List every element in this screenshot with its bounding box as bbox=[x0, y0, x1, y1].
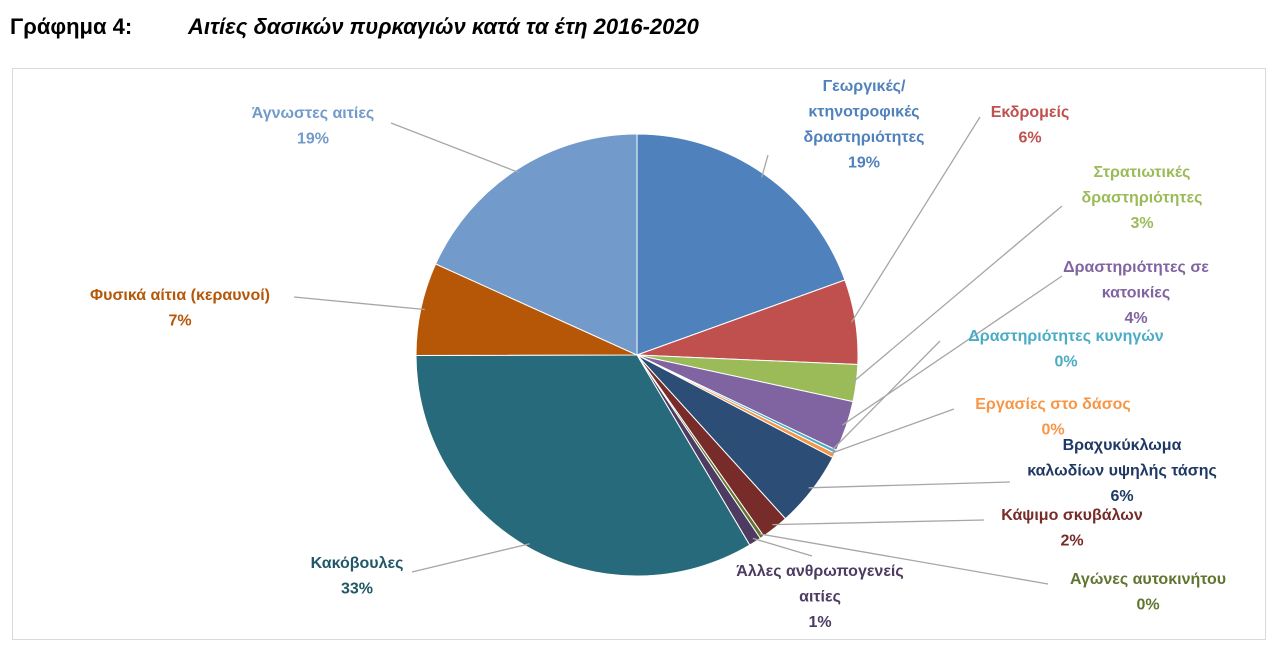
slice-label-11: Φυσικά αίτια (κεραυνοί) 7% bbox=[90, 287, 270, 330]
leader-lines bbox=[293, 116, 1063, 585]
pie-slice-0 bbox=[636, 133, 846, 356]
pie-slice-12 bbox=[434, 133, 638, 356]
slice-name-line-2-1: δραστηριότητες bbox=[1082, 190, 1203, 207]
slice-percent-8: 0% bbox=[1136, 597, 1159, 614]
slice-label-6: Βραχυκύκλωμα καλωδίων υψηλής τάσης 6% bbox=[1027, 437, 1217, 505]
slice-label-1: Εκδρομείς 6% bbox=[991, 104, 1070, 147]
slice-name-line-6-0: Βραχυκύκλωμα bbox=[1063, 437, 1182, 454]
slice-name-line-6-1: καλωδίων υψηλής τάσης bbox=[1027, 463, 1217, 480]
leader-line-4 bbox=[831, 340, 941, 451]
slice-percent-9: 1% bbox=[808, 614, 831, 631]
slice-percent-12: 19% bbox=[297, 131, 329, 148]
slice-label-3: Δραστηριότητες σε κατοικίες 4% bbox=[1063, 259, 1209, 327]
slice-name-line-0-0: Γεωργικές/ bbox=[823, 78, 906, 95]
slice-label-5: Εργασίες στο δάσος 0% bbox=[975, 396, 1131, 439]
slice-percent-0: 19% bbox=[848, 155, 880, 172]
slice-labels: Γεωργικές/κτηνοτροφικές δραστηριότητες 19%… bbox=[90, 78, 1226, 631]
slice-label-2: Στρατιωτικές δραστηριότητες 3% bbox=[1082, 164, 1203, 232]
slice-name-line-3-0: Δραστηριότητες σε bbox=[1063, 259, 1209, 276]
leader-line-7 bbox=[772, 519, 985, 526]
leader-line-11 bbox=[293, 296, 425, 311]
slice-percent-2: 3% bbox=[1130, 215, 1153, 232]
slice-name-line-8-0: Αγώνες αυτοκινήτου bbox=[1070, 571, 1226, 588]
slice-name-line-0-2: δραστηριότητες bbox=[804, 129, 925, 146]
leader-line-12 bbox=[390, 122, 520, 174]
slice-label-0: Γεωργικές/κτηνοτροφικές δραστηριότητες 19% bbox=[804, 78, 925, 172]
slice-percent-4: 0% bbox=[1054, 354, 1077, 371]
leader-line-6 bbox=[808, 481, 1011, 489]
chart-title: Αιτίες δασικών πυρκαγιών κατά τα έτη 201… bbox=[188, 14, 699, 39]
slice-name-line-11-0: Φυσικά αίτια (κεραυνοί) bbox=[90, 287, 270, 304]
slice-name-line-2-0: Στρατιωτικές bbox=[1094, 164, 1191, 181]
leader-line-0 bbox=[761, 154, 769, 178]
slice-label-12: Άγνωστες αιτίες 19% bbox=[252, 105, 375, 148]
slice-percent-6: 6% bbox=[1110, 488, 1133, 505]
slice-name-line-12-0: Άγνωστες αιτίες bbox=[252, 105, 375, 122]
slice-name-line-3-1: κατοικίες bbox=[1102, 285, 1170, 302]
leader-line-5 bbox=[830, 408, 955, 455]
pie-slices bbox=[415, 133, 859, 577]
slice-label-8: Αγώνες αυτοκινήτου 0% bbox=[1070, 571, 1226, 614]
slice-label-7: Κάψιμο σκυβάλων 2% bbox=[1001, 507, 1143, 550]
pie-slice-10 bbox=[415, 354, 751, 577]
slice-percent-11: 7% bbox=[168, 313, 191, 330]
slice-name-line-9-0: Άλλες ανθρωπογενείς bbox=[736, 563, 903, 580]
slice-name-line-0-1: κτηνοτροφικές bbox=[808, 104, 919, 121]
leader-line-8 bbox=[759, 533, 1049, 585]
slice-name-line-7-0: Κάψιμο σκυβάλων bbox=[1001, 507, 1143, 524]
slice-name-line-4-0: Δραστηριότητες κυνηγών bbox=[968, 328, 1164, 345]
slice-label-9: Άλλες ανθρωπογενείς αιτίες 1% bbox=[736, 563, 903, 631]
slice-name-line-10-0: Κακόβουλες bbox=[311, 555, 404, 572]
slice-name-line-9-1: αιτίες bbox=[799, 589, 841, 606]
slice-label-4: Δραστηριότητες κυνηγών 0% bbox=[968, 328, 1164, 371]
slice-percent-1: 6% bbox=[1018, 130, 1041, 147]
leader-line-9 bbox=[752, 537, 813, 557]
leader-line-10 bbox=[411, 543, 530, 573]
slice-name-line-5-0: Εργασίες στο δάσος bbox=[975, 396, 1131, 413]
leader-line-2 bbox=[851, 205, 1063, 384]
slice-percent-5: 0% bbox=[1041, 422, 1064, 439]
chart-heading: Γράφημα 4: Αιτίες δασικών πυρκαγιών κατά … bbox=[10, 14, 699, 40]
leader-line-3 bbox=[842, 275, 1063, 426]
slice-percent-10: 33% bbox=[341, 581, 373, 598]
slice-label-10: Κακόβουλες 33% bbox=[311, 555, 404, 598]
figure-number: Γράφημα 4: bbox=[10, 14, 133, 39]
slice-percent-3: 4% bbox=[1124, 310, 1147, 327]
leader-line-1 bbox=[850, 116, 981, 323]
slice-percent-7: 2% bbox=[1060, 533, 1083, 550]
slice-name-line-1-0: Εκδρομείς bbox=[991, 104, 1070, 121]
